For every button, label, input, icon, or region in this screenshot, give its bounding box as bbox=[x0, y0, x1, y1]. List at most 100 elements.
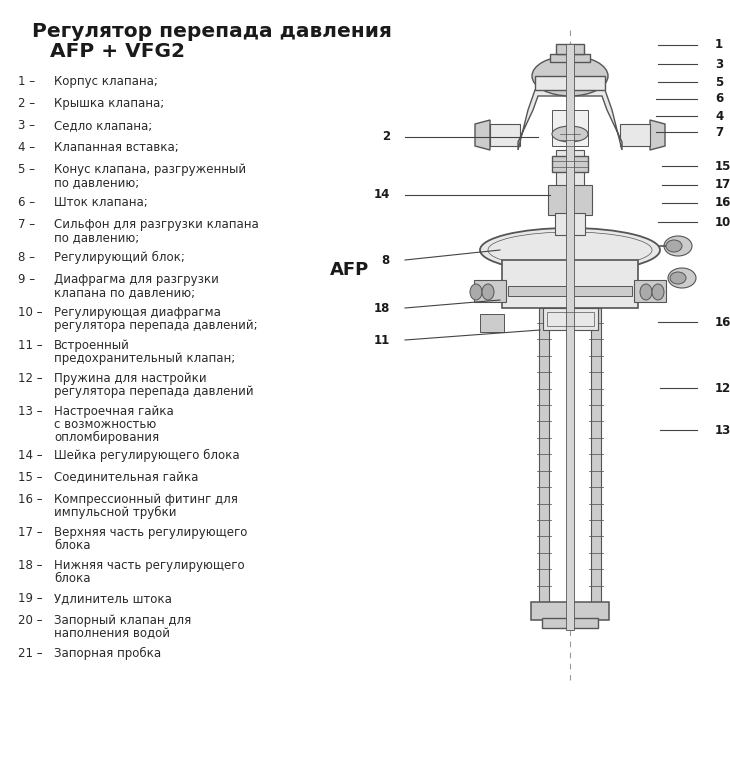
Text: 11 –: 11 – bbox=[18, 339, 42, 352]
Text: Компрессионный фитинг для: Компрессионный фитинг для bbox=[54, 493, 238, 506]
Polygon shape bbox=[475, 120, 490, 150]
Text: 9 –: 9 – bbox=[18, 273, 35, 286]
Text: 18: 18 bbox=[374, 302, 390, 314]
Text: 6 –: 6 – bbox=[18, 196, 35, 209]
Text: Регулятор перепада давления: Регулятор перепада давления bbox=[32, 22, 392, 41]
Text: 7: 7 bbox=[715, 126, 723, 139]
Text: опломбирования: опломбирования bbox=[54, 431, 159, 444]
Ellipse shape bbox=[470, 284, 482, 300]
Text: 14: 14 bbox=[374, 189, 390, 202]
Text: Встроенный: Встроенный bbox=[54, 339, 130, 352]
Bar bbox=[547, 312, 594, 326]
Bar bbox=[474, 280, 506, 302]
Text: 14 –: 14 – bbox=[18, 449, 42, 462]
Text: 12: 12 bbox=[715, 381, 730, 394]
Text: регулятора перепада давлений;: регулятора перепада давлений; bbox=[54, 319, 258, 332]
Text: 15 –: 15 – bbox=[18, 471, 42, 484]
Text: 13 –: 13 – bbox=[18, 405, 42, 418]
Ellipse shape bbox=[670, 272, 686, 284]
Text: 10: 10 bbox=[715, 216, 730, 229]
Ellipse shape bbox=[664, 236, 692, 256]
Text: 8 –: 8 – bbox=[18, 251, 35, 264]
Text: Верхняя часть регулирующего: Верхняя часть регулирующего bbox=[54, 526, 247, 539]
Bar bbox=[531, 602, 609, 620]
Text: 13: 13 bbox=[715, 424, 730, 437]
Bar bbox=[490, 124, 520, 146]
Text: 11: 11 bbox=[374, 333, 390, 347]
Text: 6: 6 bbox=[715, 92, 723, 105]
Bar bbox=[480, 314, 504, 332]
Text: AFP + VFG2: AFP + VFG2 bbox=[50, 42, 185, 61]
Text: клапана по давлению;: клапана по давлению; bbox=[54, 286, 195, 299]
Text: 1: 1 bbox=[715, 38, 723, 52]
Text: 21 –: 21 – bbox=[18, 647, 42, 660]
Text: 3: 3 bbox=[715, 58, 723, 71]
Text: Корпус клапана;: Корпус клапана; bbox=[54, 75, 158, 88]
Text: 18 –: 18 – bbox=[18, 559, 42, 572]
Text: по давлению;: по давлению; bbox=[54, 231, 139, 244]
Text: 5: 5 bbox=[715, 75, 723, 89]
Text: Шток клапана;: Шток клапана; bbox=[54, 196, 147, 209]
Bar bbox=[552, 156, 588, 172]
Text: Соединительная гайка: Соединительная гайка bbox=[54, 471, 199, 484]
Text: 17: 17 bbox=[715, 179, 730, 192]
Bar bbox=[508, 286, 632, 296]
Text: 15: 15 bbox=[715, 159, 730, 172]
Polygon shape bbox=[518, 90, 622, 150]
Bar bbox=[502, 260, 638, 308]
Text: 20 –: 20 – bbox=[18, 614, 42, 627]
Text: 5 –: 5 – bbox=[18, 163, 35, 176]
Bar bbox=[620, 124, 650, 146]
Text: 16: 16 bbox=[715, 196, 730, 209]
Text: Регулирующий блок;: Регулирующий блок; bbox=[54, 251, 185, 264]
Text: 10 –: 10 – bbox=[18, 306, 42, 319]
Ellipse shape bbox=[652, 284, 664, 300]
Text: 16: 16 bbox=[715, 316, 730, 329]
Bar bbox=[591, 308, 601, 610]
Bar bbox=[555, 213, 585, 235]
Ellipse shape bbox=[552, 126, 588, 142]
Bar bbox=[566, 44, 574, 630]
Ellipse shape bbox=[666, 240, 682, 252]
Text: AFP: AFP bbox=[330, 261, 369, 279]
Text: с возможностью: с возможностью bbox=[54, 418, 156, 431]
Ellipse shape bbox=[640, 284, 652, 300]
Bar bbox=[556, 44, 584, 54]
Bar bbox=[556, 150, 584, 210]
Text: Удлинитель штока: Удлинитель штока bbox=[54, 592, 172, 605]
Text: 17 –: 17 – bbox=[18, 526, 42, 539]
Text: 2: 2 bbox=[382, 130, 390, 143]
Ellipse shape bbox=[668, 268, 696, 288]
Text: 7 –: 7 – bbox=[18, 218, 35, 231]
Text: Запорная пробка: Запорная пробка bbox=[54, 647, 161, 660]
Text: 1 –: 1 – bbox=[18, 75, 35, 88]
Bar bbox=[539, 308, 549, 610]
Text: блока: блока bbox=[54, 572, 91, 585]
Text: импульсной трубки: импульсной трубки bbox=[54, 506, 177, 519]
Text: 12 –: 12 – bbox=[18, 372, 42, 385]
Text: 16 –: 16 – bbox=[18, 493, 42, 506]
Text: Регулирующая диафрагма: Регулирующая диафрагма bbox=[54, 306, 221, 319]
Text: Шейка регулирующего блока: Шейка регулирующего блока bbox=[54, 449, 239, 462]
Bar bbox=[543, 308, 598, 330]
Text: Седло клапана;: Седло клапана; bbox=[54, 119, 153, 132]
Polygon shape bbox=[650, 120, 665, 150]
Ellipse shape bbox=[482, 284, 494, 300]
Text: наполнения водой: наполнения водой bbox=[54, 627, 170, 640]
Bar bbox=[535, 76, 605, 90]
Text: Пружина для настройки: Пружина для настройки bbox=[54, 372, 207, 385]
Text: Крышка клапана;: Крышка клапана; bbox=[54, 97, 164, 110]
Text: 4 –: 4 – bbox=[18, 141, 35, 154]
Text: по давлению;: по давлению; bbox=[54, 176, 139, 189]
Text: 4: 4 bbox=[715, 109, 723, 122]
Bar bbox=[550, 54, 590, 62]
Text: Клапанная вставка;: Клапанная вставка; bbox=[54, 141, 179, 154]
Text: 2 –: 2 – bbox=[18, 97, 35, 110]
Bar bbox=[542, 618, 598, 628]
Ellipse shape bbox=[480, 228, 660, 272]
Text: Диафрагма для разгрузки: Диафрагма для разгрузки bbox=[54, 273, 219, 286]
Text: блока: блока bbox=[54, 539, 91, 552]
Bar bbox=[634, 280, 666, 302]
Text: регулятора перепада давлений: регулятора перепада давлений bbox=[54, 385, 253, 398]
Text: 19 –: 19 – bbox=[18, 592, 42, 605]
